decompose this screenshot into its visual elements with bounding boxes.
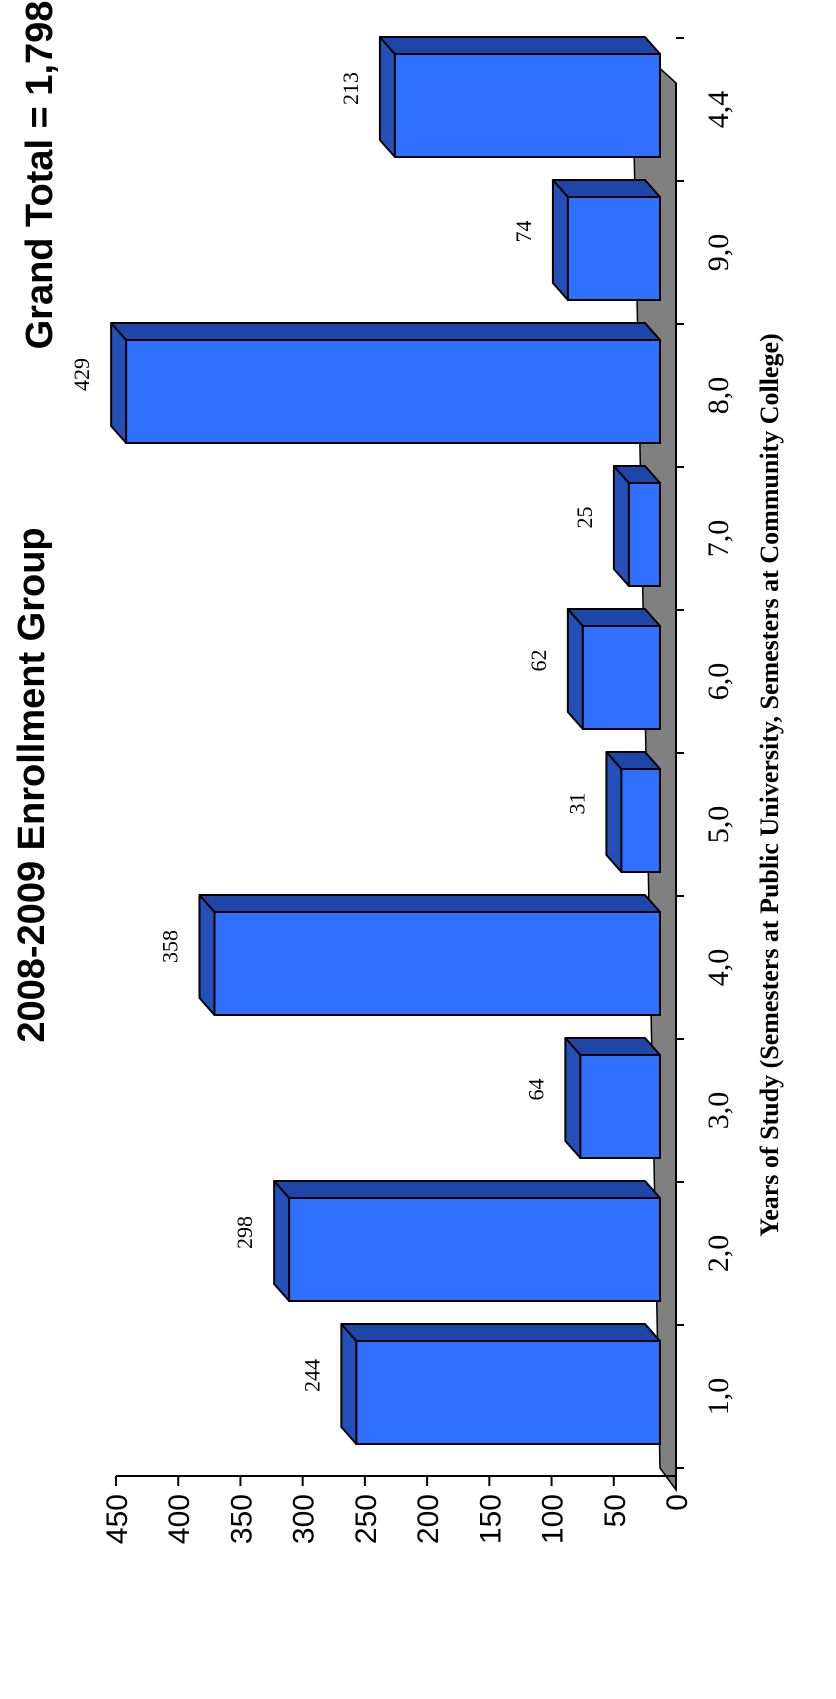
data-label: 31 bbox=[564, 793, 589, 815]
chart-text: 2008-2009 Enrollment Group Grand Total =… bbox=[11, 1, 784, 1237]
value-tick-label: 400 bbox=[163, 1494, 196, 1544]
bar-3-0 bbox=[564, 1037, 661, 1159]
chart-subtitle: Grand Total = 1,798 bbox=[19, 1, 61, 350]
bar-1-0 bbox=[340, 1323, 661, 1445]
bar-side-face bbox=[378, 36, 661, 55]
category-label: 5,0 bbox=[702, 806, 735, 844]
x-axis-title: Years of Study (Semesters at Public Univ… bbox=[755, 333, 784, 1236]
bar-top-face bbox=[110, 322, 128, 444]
data-label: 74 bbox=[511, 221, 536, 243]
value-tick-label: 300 bbox=[288, 1494, 321, 1544]
bar-top-face bbox=[551, 179, 569, 301]
chart-title: 2008-2009 Enrollment Group bbox=[11, 527, 53, 1042]
bar-front-face bbox=[620, 768, 662, 873]
value-tick-label: 0 bbox=[661, 1494, 694, 1511]
bar-front-face bbox=[355, 1340, 661, 1445]
bar-top-face bbox=[605, 751, 623, 873]
bar-front-face bbox=[627, 482, 662, 587]
bar-6-0 bbox=[566, 608, 661, 730]
bar-top-face bbox=[564, 1037, 582, 1159]
bar-front-face bbox=[213, 911, 661, 1016]
category-label: 9,0 bbox=[702, 234, 735, 272]
bar-5-0 bbox=[605, 751, 662, 873]
category-label: 6,0 bbox=[702, 663, 735, 701]
bar-8-0 bbox=[110, 322, 661, 444]
bar-9-0 bbox=[551, 179, 662, 301]
data-label: 244 bbox=[299, 1359, 324, 1392]
bar-top-face bbox=[273, 1180, 291, 1302]
category-label: 8,0 bbox=[702, 377, 735, 415]
value-axis-ticks: 0 50 100 150 200 250 300 350 400 450 bbox=[101, 1476, 694, 1544]
bar-side-face bbox=[110, 322, 661, 341]
data-label: 429 bbox=[69, 358, 94, 391]
bar-4-0 bbox=[198, 894, 661, 1016]
category-label: 3,0 bbox=[702, 1092, 735, 1130]
category-axis-ticks: 1,0 2,0 3,0 4,0 5,0 6,0 7,0 8,0 9,0 4,4 bbox=[676, 37, 735, 1469]
bar-top-face bbox=[378, 36, 396, 158]
category-label: 7,0 bbox=[702, 520, 735, 558]
bar-side-face bbox=[340, 1323, 661, 1342]
bar-front-face bbox=[125, 339, 661, 444]
category-label: 4,0 bbox=[702, 949, 735, 987]
data-label: 358 bbox=[157, 930, 182, 963]
category-label: 4,4 bbox=[702, 91, 735, 129]
bar-front-face bbox=[579, 1054, 661, 1159]
data-label: 25 bbox=[572, 507, 597, 529]
bar-front-face bbox=[566, 196, 662, 301]
bar-front-face bbox=[288, 1197, 661, 1302]
bar-side-face bbox=[564, 1037, 661, 1056]
bar-front-face bbox=[393, 53, 661, 158]
category-label: 2,0 bbox=[702, 1235, 735, 1273]
value-tick-label: 250 bbox=[350, 1494, 383, 1544]
bar-7-0 bbox=[612, 465, 662, 587]
data-label: 62 bbox=[526, 650, 551, 672]
value-tick-label: 450 bbox=[101, 1494, 134, 1544]
bar-top-face bbox=[198, 894, 216, 1016]
data-label: 298 bbox=[232, 1216, 257, 1249]
bar-4-4 bbox=[378, 36, 661, 158]
bar-side-face bbox=[566, 608, 661, 627]
bar-side-face bbox=[198, 894, 661, 913]
bar-top-face bbox=[612, 465, 630, 587]
value-tick-label: 350 bbox=[225, 1494, 258, 1544]
category-label: 1,0 bbox=[702, 1378, 735, 1416]
value-tick-label: 100 bbox=[537, 1494, 570, 1544]
data-label: 64 bbox=[523, 1079, 548, 1101]
value-tick-label: 150 bbox=[474, 1494, 507, 1544]
bar-top-face bbox=[340, 1323, 358, 1445]
bar-front-face bbox=[581, 625, 661, 730]
bar-2-0 bbox=[273, 1180, 661, 1302]
bar-top-face bbox=[566, 608, 584, 730]
bar-side-face bbox=[273, 1180, 661, 1199]
bars: 244 298 64 358 31 62 25 429 74 213 bbox=[69, 36, 662, 1445]
value-tick-label: 50 bbox=[599, 1494, 632, 1527]
bar-side-face bbox=[551, 179, 661, 198]
value-tick-label: 200 bbox=[412, 1494, 445, 1544]
data-label: 213 bbox=[338, 72, 363, 105]
